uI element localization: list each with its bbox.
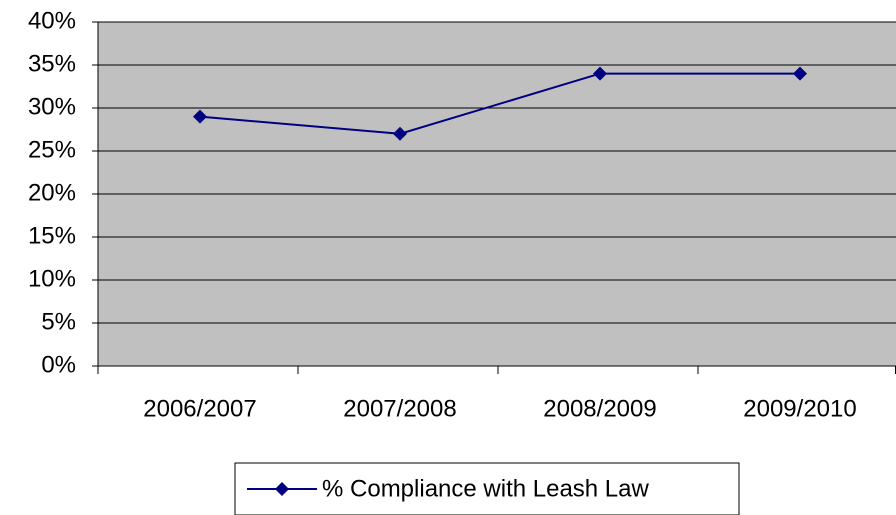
data-point <box>793 66 807 81</box>
series-line <box>199 72 800 135</box>
y-tick-label: 10% <box>28 265 76 292</box>
x-tick-label: 2008/2009 <box>543 395 656 422</box>
y-tick-label: 5% <box>41 308 76 335</box>
x-tick-label: 2006/2007 <box>143 395 256 422</box>
y-tick-label: 35% <box>28 50 76 77</box>
y-tick-label: 25% <box>28 136 76 163</box>
x-tick-label: 2007/2008 <box>343 395 456 422</box>
legend-label: % Compliance with Leash Law <box>322 475 650 502</box>
legend <box>234 462 740 515</box>
x-tick-label: 2009/2010 <box>743 395 856 422</box>
data-point <box>393 126 407 141</box>
y-tick-label: 30% <box>28 93 76 120</box>
data-point <box>193 109 207 124</box>
y-tick-label: 20% <box>28 179 76 206</box>
y-tick-label: 0% <box>41 351 76 378</box>
y-tick-label: 40% <box>28 7 76 34</box>
y-tick-label: 15% <box>28 222 76 249</box>
legend-marker <box>275 482 289 496</box>
data-point <box>593 66 607 81</box>
